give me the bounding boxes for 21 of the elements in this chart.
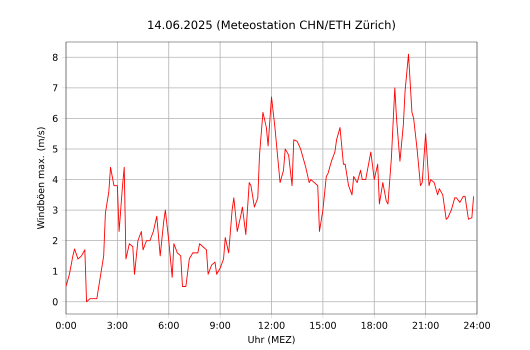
x-tick-label: 3:00 — [107, 322, 128, 329]
x-tick-label: 12:00 — [258, 322, 285, 329]
y-tick-label: 8 — [52, 54, 58, 61]
y-tick-label: 3 — [52, 206, 58, 214]
y-tick-label: 5 — [52, 145, 58, 152]
x-tick-label: 21:00 — [412, 322, 439, 329]
y-tick-label: 0 — [52, 298, 58, 306]
y-axis-title: Windböen max. (m/s) — [36, 127, 46, 230]
x-tick-label: 18:00 — [362, 322, 388, 329]
y-tick-label: 4 — [52, 176, 58, 183]
y-tick-label: 1 — [53, 268, 58, 275]
y-tick-label: 2 — [52, 237, 58, 244]
x-axis-title: Uhr (MEZ) — [248, 336, 295, 344]
x-tick-label: 15:00 — [310, 322, 336, 329]
y-tick-label: 6 — [52, 114, 58, 122]
y-tick-label: 7 — [52, 84, 58, 92]
x-tick-label: 6:00 — [158, 322, 179, 329]
x-tick-label: 9:00 — [210, 322, 230, 329]
x-tick-label: 0:00 — [56, 322, 76, 329]
x-tick-label: 24:00 — [464, 322, 490, 329]
chart-title: 14.06.2025 (Meteostation CHN/ETH Zürich) — [148, 20, 395, 31]
